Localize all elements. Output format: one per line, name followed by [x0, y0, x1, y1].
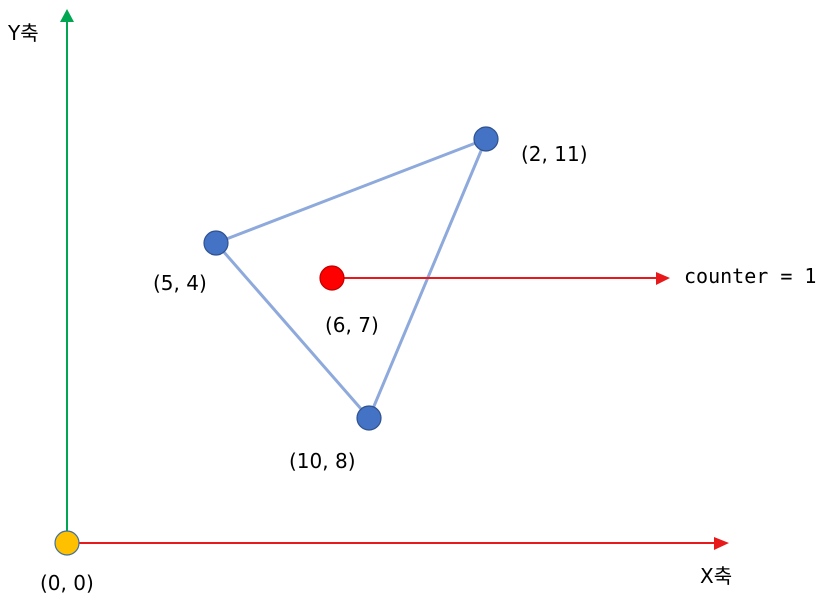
ray: counter = 1: [332, 264, 816, 288]
origin-point: (0, 0): [40, 530, 94, 595]
test-point-label: (6, 7): [325, 313, 379, 337]
vertex-c-label: (10, 8): [289, 449, 356, 473]
origin-marker: [54, 530, 80, 556]
test-point-marker: [319, 265, 345, 291]
vertex-b: (2, 11): [473, 126, 588, 166]
origin-label: (0, 0): [40, 571, 94, 595]
vertex-a: (5, 4): [153, 230, 229, 295]
test-point: (6, 7): [319, 265, 379, 337]
x-axis-arrowhead: [714, 537, 729, 550]
vertex-c: (10, 8): [289, 405, 382, 473]
vertex-b-marker: [473, 126, 499, 152]
y-axis-arrowhead: [60, 9, 74, 22]
triangle-edge-a-b: [215, 137, 487, 245]
vertex-b-label: (2, 11): [521, 142, 588, 166]
triangle-vertices: (5, 4) (2, 11) (10, 8): [153, 126, 588, 473]
triangle-edge-c-a: [214, 242, 371, 419]
x-axis-label: X축: [700, 564, 732, 588]
counter-result-text: counter = 1: [684, 264, 816, 288]
y-axis: Y축: [7, 9, 74, 543]
y-axis-label: Y축: [7, 21, 39, 45]
ray-arrowhead: [656, 272, 670, 285]
x-axis: X축: [67, 537, 732, 588]
vertex-a-marker: [203, 230, 229, 256]
vertex-a-label: (5, 4): [153, 271, 207, 295]
vertex-c-marker: [356, 405, 382, 431]
